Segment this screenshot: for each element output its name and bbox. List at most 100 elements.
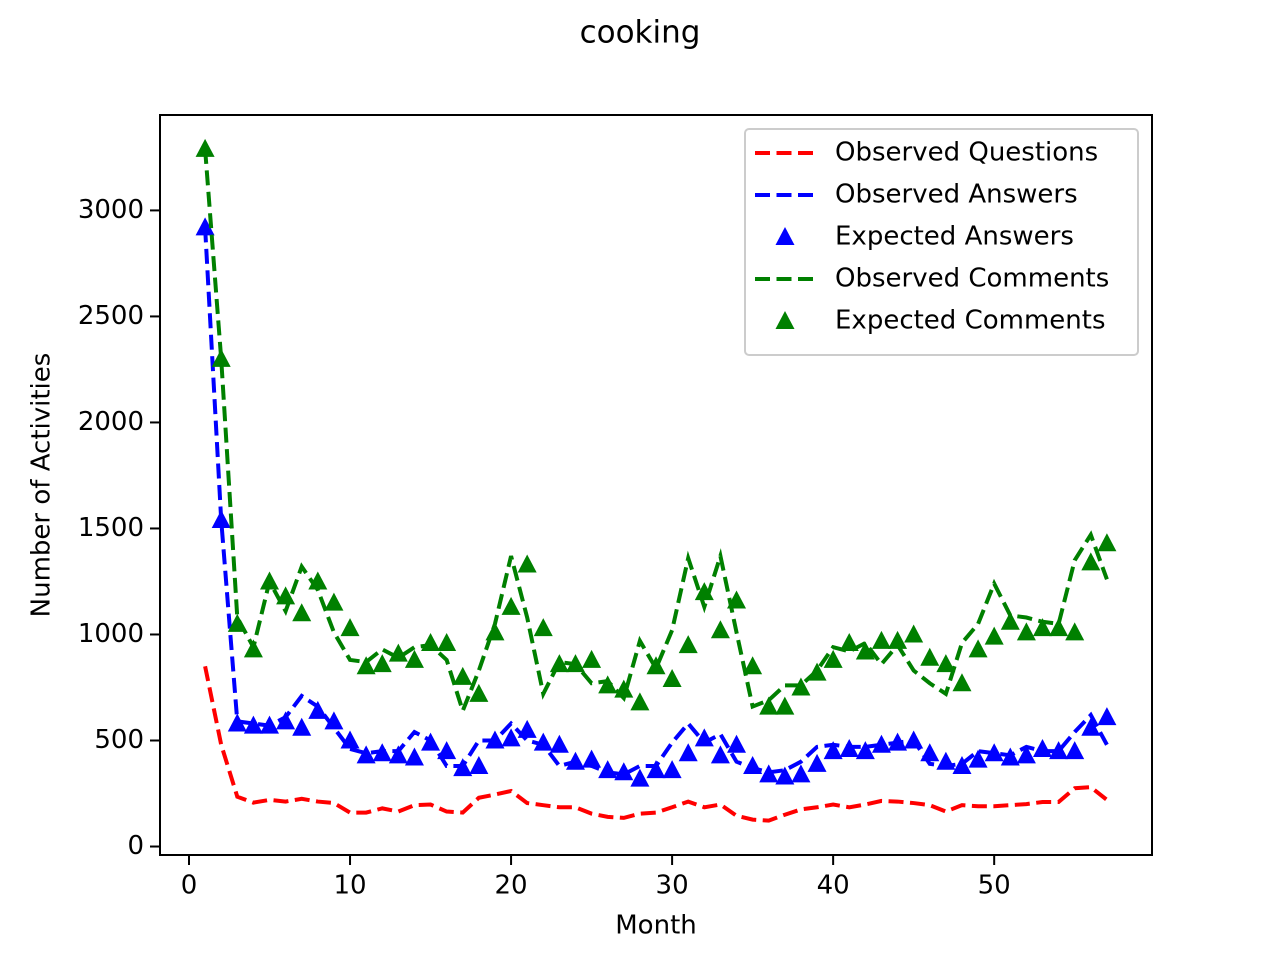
marker — [340, 730, 360, 749]
marker — [372, 654, 392, 673]
marker — [1081, 552, 1101, 571]
marker — [1097, 533, 1117, 552]
marker — [453, 666, 473, 685]
marker — [646, 656, 666, 675]
marker — [775, 766, 795, 785]
marker — [260, 571, 280, 590]
marker — [968, 639, 988, 658]
x-tick-label: 0 — [181, 871, 198, 901]
marker — [952, 673, 972, 692]
marker — [227, 613, 247, 632]
marker — [855, 741, 875, 760]
legend-label: Observed Answers — [835, 180, 1078, 210]
marker — [855, 641, 875, 660]
marker — [340, 618, 360, 637]
marker — [308, 571, 328, 590]
marker — [485, 730, 505, 749]
marker — [936, 751, 956, 770]
marker — [791, 764, 811, 783]
marker — [549, 734, 569, 753]
legend-marker — [775, 311, 795, 329]
marker — [292, 717, 312, 736]
marker — [582, 649, 602, 668]
marker — [276, 711, 296, 730]
marker — [1016, 745, 1036, 764]
marker — [920, 647, 940, 666]
marker — [549, 654, 569, 673]
marker — [372, 743, 392, 762]
marker — [324, 592, 344, 611]
y-tick-label: 3000 — [78, 195, 144, 225]
marker — [437, 741, 457, 760]
marker — [437, 632, 457, 651]
marker — [807, 753, 827, 772]
marker — [743, 656, 763, 675]
marker — [839, 738, 859, 757]
marker — [1097, 707, 1117, 726]
marker — [421, 732, 441, 751]
x-tick-label: 40 — [817, 871, 850, 901]
marker — [211, 509, 231, 528]
marker — [1000, 747, 1020, 766]
legend-label: Observed Comments — [835, 264, 1109, 294]
marker — [952, 755, 972, 774]
marker — [662, 760, 682, 779]
marker — [308, 700, 328, 719]
marker — [1065, 622, 1085, 641]
legend-box — [744, 128, 1139, 356]
marker — [243, 639, 263, 658]
marker — [646, 760, 666, 779]
marker — [388, 643, 408, 662]
marker — [501, 596, 521, 615]
marker — [453, 758, 473, 777]
marker — [630, 768, 650, 787]
marker — [904, 624, 924, 643]
marker — [404, 649, 424, 668]
y-tick-label: 1500 — [78, 513, 144, 543]
marker — [743, 755, 763, 774]
marker — [243, 715, 263, 734]
marker — [968, 749, 988, 768]
marker — [920, 743, 940, 762]
marker — [565, 654, 585, 673]
marker — [1016, 622, 1036, 641]
marker — [984, 743, 1004, 762]
y-tick-label: 500 — [94, 725, 144, 755]
marker — [582, 749, 602, 768]
marker — [211, 348, 231, 367]
marker — [614, 679, 634, 698]
y-tick-label: 2500 — [78, 301, 144, 331]
marker — [388, 745, 408, 764]
marker — [727, 590, 747, 609]
marker — [904, 730, 924, 749]
marker — [598, 675, 618, 694]
marker — [195, 138, 215, 157]
legend-label: Observed Questions — [835, 138, 1098, 168]
marker — [533, 732, 553, 751]
plot-frame — [159, 114, 1153, 856]
marker — [276, 586, 296, 605]
marker — [678, 635, 698, 654]
marker — [759, 764, 779, 783]
marker — [775, 696, 795, 715]
marker — [839, 632, 859, 651]
marker — [984, 626, 1004, 645]
marker — [727, 734, 747, 753]
legend-label: Expected Answers — [835, 222, 1074, 252]
chart-title: cooking — [580, 15, 701, 51]
marker — [485, 622, 505, 641]
marker — [791, 677, 811, 696]
x-axis-label: Month — [615, 911, 697, 941]
y-tick-label: 1000 — [78, 619, 144, 649]
marker — [1065, 741, 1085, 760]
marker — [662, 669, 682, 688]
marker — [227, 713, 247, 732]
marker — [533, 618, 553, 637]
marker — [1049, 741, 1069, 760]
y-axis-label: Number of Activities — [27, 353, 57, 618]
marker — [469, 683, 489, 702]
marker — [678, 743, 698, 762]
marker — [1081, 717, 1101, 736]
marker — [759, 696, 779, 715]
